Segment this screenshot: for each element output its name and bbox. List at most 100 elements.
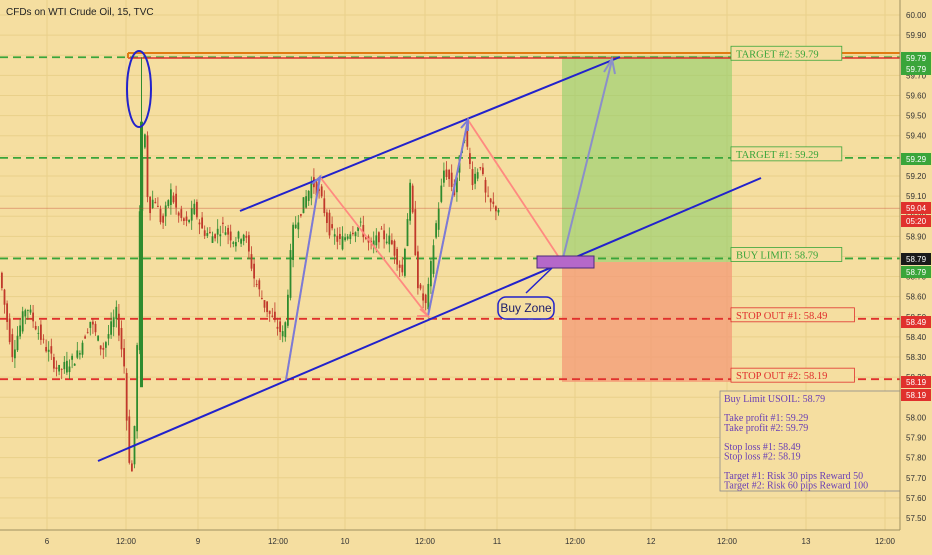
candle-body: [105, 342, 107, 348]
candle: [346, 233, 349, 241]
price-tag: 58.79: [901, 266, 931, 278]
candle-body: [294, 224, 297, 229]
channel-resistance-line[interactable]: [239, 56, 621, 212]
candle: [133, 425, 136, 469]
candle-body: [352, 232, 354, 235]
price-tag: 58.19: [901, 376, 931, 388]
candle-body: [11, 334, 14, 358]
candle: [120, 320, 123, 358]
candle: [222, 216, 224, 234]
buy-zone-pointer: [525, 267, 553, 294]
price-tag-label: 59.04: [906, 204, 927, 213]
candle-body: [68, 366, 71, 373]
impulse-arrow-1: [285, 176, 321, 381]
candle: [253, 259, 255, 288]
candle: [79, 350, 81, 360]
candle: [60, 368, 63, 380]
candle: [68, 359, 71, 380]
price-tag-label: 59.79: [906, 65, 927, 74]
candle-body: [302, 197, 305, 214]
candle-body: [385, 241, 388, 244]
channel-support-line[interactable]: [97, 177, 762, 462]
buy-zone-box[interactable]: [536, 255, 595, 269]
level-label-box: [730, 307, 855, 323]
candle-body: [274, 311, 276, 321]
price-tag-bg: [901, 202, 931, 214]
price-tag-label: 58.79: [906, 268, 927, 277]
candle-body: [188, 220, 190, 223]
buy-zone-callout[interactable]: [497, 296, 555, 320]
candle-body: [471, 169, 474, 186]
candle: [76, 341, 79, 360]
candle: [37, 326, 40, 340]
info-box: [719, 390, 901, 492]
candle: [284, 321, 287, 342]
candle-body: [258, 280, 261, 290]
price-tag-label: 58.19: [906, 378, 927, 387]
time-tick-label: 6: [45, 537, 50, 546]
time-axis: 6 12:00 9 12:00 10 12:00 11 12:00 12 12:00 13 12:00: [45, 537, 896, 546]
candle: [105, 340, 107, 357]
candle: [292, 222, 294, 268]
candle: [391, 233, 393, 246]
candle-body: [279, 321, 281, 333]
candle: [323, 190, 326, 217]
candle-body: [175, 193, 177, 208]
candle-body: [354, 232, 357, 237]
candle: [276, 317, 279, 336]
price-tag-label: 05:20: [906, 217, 927, 226]
candle: [300, 213, 302, 218]
candle-body: [224, 232, 227, 235]
candle: [487, 186, 489, 198]
info-line: Target #1: Risk 30 pips Reward 50: [724, 471, 863, 482]
buy-zone-label: Buy Zone: [500, 301, 552, 315]
candle-body: [128, 416, 131, 463]
candle: [84, 334, 86, 339]
candle-body: [487, 195, 489, 197]
price-tick-label: 57.60: [906, 494, 927, 503]
candle: [201, 212, 203, 229]
info-line: Target #2: Risk 60 pips Reward 100: [724, 480, 868, 491]
candle: [97, 335, 99, 342]
candle-body: [58, 364, 60, 372]
price-tag-label: 58.19: [906, 391, 927, 400]
candle: [469, 147, 471, 169]
price-tick-label: 59.20: [906, 172, 927, 181]
candle-body: [289, 250, 292, 298]
candle-body: [3, 289, 6, 305]
candle: [294, 216, 297, 229]
candle-body: [284, 322, 287, 338]
candle: [42, 334, 45, 344]
candle-body: [110, 321, 112, 335]
candle-body: [339, 233, 341, 239]
candle-body: [136, 345, 138, 432]
candle-body: [206, 233, 209, 236]
candle-body: [440, 185, 443, 202]
level-label-box: [730, 367, 855, 383]
candle: [326, 209, 328, 233]
candle: [362, 215, 365, 243]
candle-body: [331, 224, 333, 229]
candle-body: [94, 323, 97, 333]
price-tag: 58.79: [901, 253, 931, 265]
candle: [349, 231, 352, 244]
candle: [235, 236, 237, 252]
candle: [138, 205, 141, 355]
level-label-box: [730, 45, 843, 61]
candle-body: [341, 236, 344, 250]
candle: [8, 313, 11, 345]
candle-body: [323, 198, 326, 214]
candle: [242, 233, 245, 246]
candle: [81, 340, 84, 358]
candle-body: [185, 216, 188, 221]
candle: [336, 227, 339, 250]
candle: [99, 345, 102, 356]
candle-body: [118, 313, 120, 336]
candle-body: [305, 196, 307, 208]
candle-body: [16, 335, 19, 351]
time-tick-label: 13: [802, 537, 811, 546]
candle-body: [419, 284, 422, 289]
candle: [411, 183, 414, 214]
time-tick-label: 12:00: [875, 537, 896, 546]
